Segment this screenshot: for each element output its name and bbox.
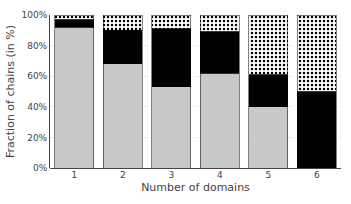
svg-text:0%: 0% — [33, 163, 48, 173]
svg-text:40%: 40% — [27, 102, 47, 112]
svg-text:100%: 100% — [21, 10, 47, 20]
svg-text:20%: 20% — [27, 133, 47, 143]
svg-text:3: 3 — [168, 170, 174, 180]
svg-text:80%: 80% — [27, 41, 47, 51]
svg-text:5: 5 — [265, 170, 271, 180]
svg-text:60%: 60% — [27, 71, 47, 81]
svg-text:Fraction of chains (in %): Fraction of chains (in %) — [4, 25, 17, 158]
svg-text:2: 2 — [120, 170, 126, 180]
svg-text:1: 1 — [71, 170, 77, 180]
svg-text:Number of domains: Number of domains — [141, 181, 250, 194]
svg-text:6: 6 — [314, 170, 320, 180]
svg-text:4: 4 — [217, 170, 223, 180]
